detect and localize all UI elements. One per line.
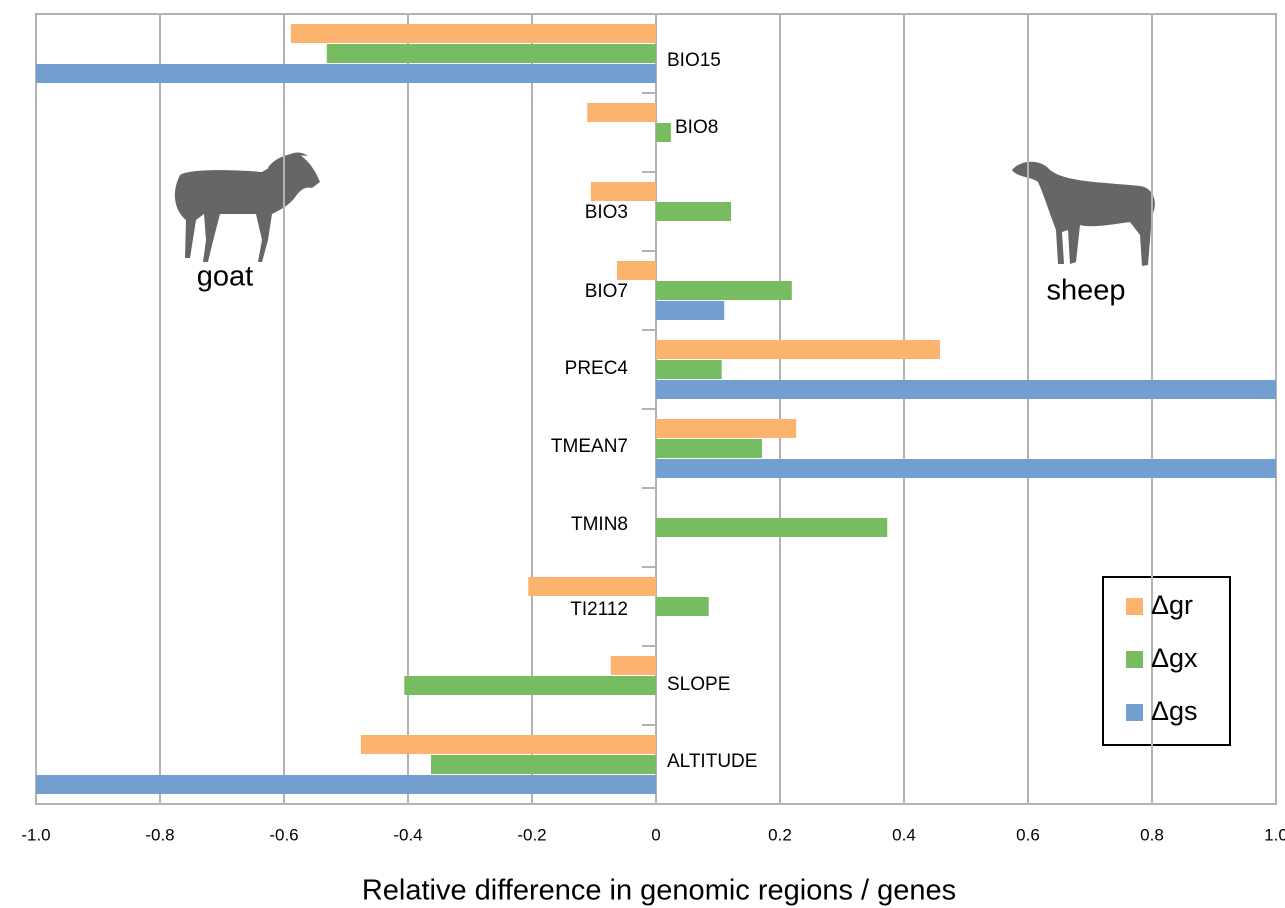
x-tick-label: 0.8 bbox=[1140, 825, 1164, 844]
legend-box bbox=[1102, 576, 1231, 746]
x-tick-label: 1.0 bbox=[1264, 825, 1285, 844]
bar bbox=[656, 202, 732, 221]
legend-swatch bbox=[1126, 598, 1143, 615]
bar bbox=[656, 360, 722, 379]
bar bbox=[610, 656, 656, 675]
category-label: TMEAN7 bbox=[551, 436, 628, 457]
bar bbox=[404, 676, 656, 695]
x-tick-label: -0.2 bbox=[517, 825, 546, 844]
legend-swatch bbox=[1126, 651, 1143, 668]
bar bbox=[590, 182, 656, 201]
bar bbox=[587, 103, 656, 122]
bar bbox=[656, 340, 940, 359]
x-tick-label: 0.2 bbox=[768, 825, 792, 844]
bar bbox=[656, 380, 1276, 399]
category-label: TMIN8 bbox=[571, 514, 628, 535]
legend-label: Δgr bbox=[1151, 590, 1193, 620]
x-tick-label: -0.8 bbox=[145, 825, 174, 844]
sheep-icon bbox=[1012, 161, 1155, 266]
bar bbox=[360, 735, 656, 754]
bar bbox=[528, 577, 656, 596]
x-tick-label: -0.6 bbox=[269, 825, 298, 844]
bar bbox=[656, 123, 671, 142]
annotation: goat bbox=[197, 261, 253, 293]
bar bbox=[616, 261, 656, 280]
bar bbox=[290, 24, 656, 43]
legend-label: Δgs bbox=[1151, 696, 1198, 726]
category-label: TI2112 bbox=[570, 599, 628, 620]
x-tick-label: 0 bbox=[651, 825, 660, 844]
x-tick-label: -0.4 bbox=[393, 825, 422, 844]
category-label: SLOPE bbox=[667, 674, 730, 695]
annotation: sheep bbox=[1046, 275, 1125, 307]
bar bbox=[36, 775, 656, 794]
category-label: BIO15 bbox=[667, 50, 721, 71]
bar bbox=[326, 44, 656, 63]
bar bbox=[656, 301, 725, 320]
bar bbox=[656, 281, 792, 300]
x-axis-label: Relative difference in genomic regions /… bbox=[362, 875, 956, 907]
x-tick-label: 0.4 bbox=[892, 825, 916, 844]
bar bbox=[656, 518, 888, 537]
x-tick-label: -1.0 bbox=[21, 825, 50, 844]
category-label: PREC4 bbox=[565, 358, 629, 379]
category-label: BIO7 bbox=[585, 281, 628, 302]
category-label: BIO3 bbox=[585, 202, 628, 223]
category-label: ALTITUDE bbox=[667, 751, 757, 772]
bar bbox=[656, 597, 709, 616]
bar bbox=[430, 755, 656, 774]
bar bbox=[656, 459, 1276, 478]
legend-label: Δgx bbox=[1151, 643, 1198, 673]
bar bbox=[656, 439, 763, 458]
category-label: BIO8 bbox=[675, 117, 718, 138]
bar bbox=[656, 419, 797, 438]
bar bbox=[36, 64, 656, 83]
x-tick-label: 0.6 bbox=[1016, 825, 1040, 844]
goat-icon bbox=[174, 152, 320, 262]
legend-swatch bbox=[1126, 704, 1143, 721]
